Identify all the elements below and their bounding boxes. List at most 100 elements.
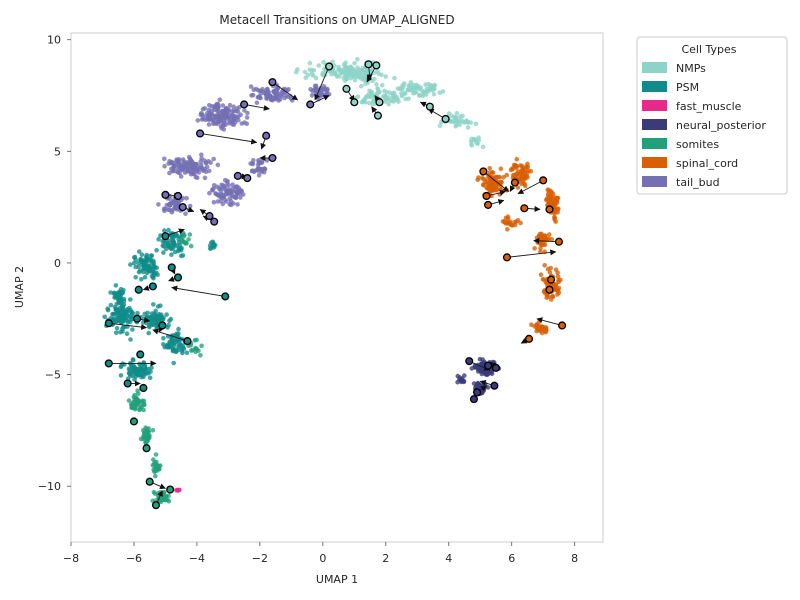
data-point — [475, 141, 481, 147]
data-point — [227, 196, 232, 201]
x-tick-label: −6 — [126, 552, 142, 565]
data-point — [209, 104, 215, 109]
data-point — [476, 138, 482, 143]
data-point — [239, 121, 245, 126]
data-point — [480, 144, 486, 150]
data-point — [419, 88, 425, 94]
data-point — [230, 201, 236, 206]
data-point — [494, 187, 499, 193]
data-point — [175, 248, 181, 254]
data-point — [177, 170, 182, 176]
metacell-nmps — [425, 102, 434, 111]
data-point — [152, 491, 158, 496]
data-point — [141, 407, 146, 413]
data-point — [254, 100, 260, 106]
y-axis-label: UMAP 2 — [13, 266, 26, 308]
data-point — [449, 119, 455, 124]
data-point — [117, 309, 122, 314]
data-point — [184, 168, 190, 174]
legend-title: Cell Types — [681, 43, 736, 56]
data-point — [144, 315, 150, 320]
x-tick-label: −8 — [63, 552, 79, 565]
data-point — [199, 166, 205, 171]
data-point — [481, 182, 486, 187]
data-point — [359, 83, 364, 89]
data-point — [149, 314, 154, 320]
data-point — [130, 310, 136, 316]
data-point — [498, 166, 504, 172]
data-point — [148, 258, 154, 263]
data-point — [184, 195, 189, 201]
data-point — [171, 360, 176, 366]
data-point — [423, 92, 429, 97]
transition-arrow — [536, 317, 563, 326]
data-point — [124, 331, 130, 337]
data-point — [169, 252, 174, 257]
data-point — [485, 185, 491, 190]
data-point — [498, 187, 504, 192]
metacell-tail-bud — [205, 212, 214, 221]
data-point — [294, 69, 299, 75]
data-point — [542, 263, 547, 268]
data-point — [174, 243, 179, 249]
data-point — [379, 82, 385, 88]
metacell-tail-bud — [243, 174, 252, 183]
data-point — [468, 139, 474, 144]
data-point — [192, 163, 198, 168]
metacell-tail-bud — [262, 131, 271, 140]
transition-arrow — [533, 237, 559, 244]
data-point — [113, 307, 119, 312]
data-point — [215, 162, 221, 168]
data-point — [161, 336, 166, 341]
data-point — [202, 175, 208, 181]
data-point — [428, 84, 433, 89]
metacell-neural-posterior — [469, 395, 478, 404]
data-point — [140, 372, 145, 378]
data-point — [108, 315, 114, 321]
data-point — [446, 111, 452, 116]
data-point — [546, 232, 552, 237]
data-point — [519, 177, 525, 183]
data-point — [143, 366, 149, 372]
metacell-psm — [158, 321, 167, 330]
data-point — [211, 156, 216, 162]
data-point — [205, 110, 210, 116]
data-point — [189, 160, 195, 165]
data-point — [544, 197, 549, 203]
data-point — [161, 342, 166, 347]
data-point — [307, 67, 313, 72]
data-point — [231, 104, 236, 109]
data-point — [102, 314, 107, 320]
data-point — [548, 189, 554, 195]
data-point — [457, 122, 463, 127]
data-point — [408, 87, 413, 92]
data-point — [118, 364, 124, 370]
data-point — [532, 246, 537, 251]
data-point — [199, 343, 204, 349]
data-point — [136, 391, 141, 397]
metacell-psm — [133, 314, 142, 323]
data-point — [392, 75, 397, 81]
metacell-psm — [148, 282, 157, 291]
data-point — [153, 473, 158, 479]
legend-label-somites: somites — [676, 138, 719, 151]
data-point — [261, 169, 267, 175]
data-point — [158, 313, 163, 319]
data-point — [132, 377, 137, 382]
data-point — [111, 312, 116, 317]
data-point — [151, 302, 156, 307]
data-point — [548, 195, 554, 200]
data-point — [556, 290, 562, 296]
data-point — [200, 106, 206, 112]
data-point — [126, 398, 132, 403]
data-point — [131, 358, 136, 363]
data-point — [460, 119, 466, 125]
data-point — [489, 185, 495, 191]
data-point — [168, 200, 174, 206]
data-point — [548, 265, 553, 271]
data-point — [212, 242, 218, 248]
data-point — [196, 348, 201, 354]
data-point — [321, 59, 326, 65]
data-point — [382, 95, 388, 101]
data-point — [473, 121, 479, 127]
